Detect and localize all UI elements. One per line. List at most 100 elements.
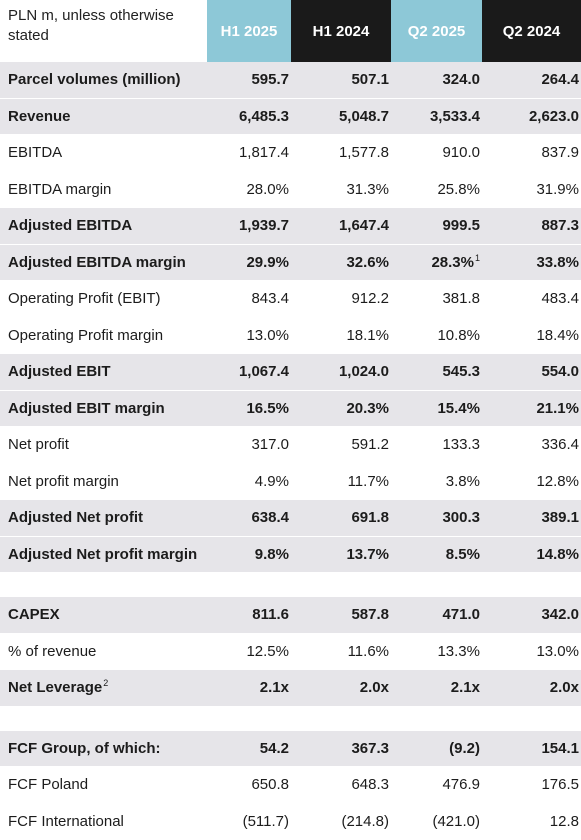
cell-value: 912.2 [351,290,389,308]
cell-q2-2025: 3,533.4 [391,98,482,135]
cell-h1-2024: 691.8 [291,499,391,537]
cell-q2-2024: 176.5 [482,766,581,804]
cell-h1-2024: 2.0x [291,669,391,707]
cell-value: 5,048.7 [338,107,389,125]
table-row: FCF Poland 650.8 648.3 476.9 176.5 [0,766,581,804]
cell-value: 10.8% [437,326,480,344]
cell-value: 1,577.8 [338,144,389,162]
cell-q2-2025: 25.8% [391,171,482,208]
cell-value: 367.3 [351,739,389,757]
table-row: Adjusted EBIT 1,067.4 1,024.0 545.3 554.0 [0,353,581,391]
cell-value: 2.1x [450,679,480,697]
cell-value: 2.0x [549,679,579,697]
table-row: EBITDA 1,817.4 1,577.8 910.0 837.9 [0,134,581,172]
row-label-text: CAPEX [8,606,60,624]
row-label: Revenue [0,98,207,135]
cell-value: 12.8 [549,812,579,830]
row-label-text: Net Leverage [8,679,103,697]
cell-value: 887.3 [541,217,579,235]
cell-q2-2024: 12.8% [482,463,581,500]
row-label-text: % of revenue [8,642,97,660]
cell-value: 324.0 [442,71,480,89]
cell-h1-2025: 13.0% [207,317,291,354]
cell-value: 154.1 [541,739,579,757]
cell-value: 342.0 [541,606,579,624]
cell-h1-2024: 507.1 [291,62,391,99]
cell-value: 587.8 [351,606,389,624]
cell-value: 1,647.4 [338,217,389,235]
cell-value: 6,485.3 [238,107,289,125]
cell-value: 2.0x [359,679,389,697]
cell-value: 476.9 [442,776,480,794]
cell-value: 54.2 [259,739,289,757]
row-label: FCF International [0,803,207,840]
cell-value: 13.0% [536,642,579,660]
cell-value: 336.4 [541,436,579,454]
cell-h1-2025: 54.2 [207,730,291,767]
cell-value: 20.3% [346,399,389,417]
cell-h1-2024: 591.2 [291,426,391,464]
cell-q2-2025: 381.8 [391,280,482,318]
row-label: Net profit margin [0,463,207,500]
cell-value: 14.8% [536,545,579,563]
cell-q2-2024: 154.1 [482,730,581,767]
cell-h1-2025: 4.9% [207,463,291,500]
cell-q2-2024: 389.1 [482,499,581,537]
header-row: PLN m, unless otherwise stated H1 2025 H… [0,0,581,62]
cell-q2-2024: 33.8% [482,244,581,281]
cell-value: 4.9% [254,472,289,490]
cell-h1-2024: 5,048.7 [291,98,391,135]
cell-value: 28.3% [431,253,474,271]
cell-q2-2025: 3.8% [391,463,482,500]
table-row: Revenue 6,485.3 5,048.7 3,533.4 2,623.0 [0,98,581,135]
row-label-text: Net profit margin [8,472,119,490]
row-label: FCF Group, of which: [0,730,207,767]
cell-h1-2024: 912.2 [291,280,391,318]
cell-q2-2024: 21.1% [482,390,581,427]
cell-q2-2024: 342.0 [482,597,581,634]
cell-value: 16.5% [246,399,289,417]
cell-q2-2025: 10.8% [391,317,482,354]
cell-h1-2024: 648.3 [291,766,391,804]
cell-q2-2025: 28.3%1 [391,244,482,281]
cell-value: 381.8 [442,290,480,308]
cell-h1-2024: 1,024.0 [291,353,391,391]
cell-h1-2024: 587.8 [291,597,391,634]
cell-value: 648.3 [351,776,389,794]
cell-value: 638.4 [251,509,289,527]
column-header-q2-2025: Q2 2025 [391,0,482,62]
cell-value: 18.1% [346,326,389,344]
cell-q2-2024: 2,623.0 [482,98,581,135]
cell-h1-2025: 6,485.3 [207,98,291,135]
cell-q2-2025: (421.0) [391,803,482,840]
cell-h1-2024: 31.3% [291,171,391,208]
table-row: EBITDA margin 28.0% 31.3% 25.8% 31.9% [0,171,581,208]
row-label-text: Adjusted Net profit [8,509,143,527]
cell-value: 471.0 [442,606,480,624]
row-label-text: Adjusted EBIT [8,363,111,381]
cell-value: 13.0% [246,326,289,344]
cell-value: 1,024.0 [338,363,389,381]
cell-value: 811.6 [252,606,289,624]
cell-q2-2024: 483.4 [482,280,581,318]
cell-h1-2025: 317.0 [207,426,291,464]
cell-value: 28.0% [246,180,289,198]
cell-q2-2024: 887.3 [482,207,581,245]
column-header-q2-2024: Q2 2024 [482,0,581,62]
row-label: EBITDA [0,134,207,172]
cell-value: 545.3 [442,363,480,381]
cell-h1-2025: 1,067.4 [207,353,291,391]
column-header-h1-2025: H1 2025 [207,0,291,62]
cell-value: (421.0) [432,812,480,830]
cell-h1-2025: 595.7 [207,62,291,99]
cell-h1-2024: 1,647.4 [291,207,391,245]
cell-value: 3.8% [445,472,480,490]
row-label-text: Operating Profit margin [8,326,164,344]
cell-value: 650.8 [251,776,289,794]
cell-h1-2025: 29.9% [207,244,291,281]
cell-value: 2.1x [259,679,289,697]
column-header-h1-2024: H1 2024 [291,0,391,62]
row-label: Adjusted EBIT margin [0,390,207,427]
table-row: Operating Profit (EBIT) 843.4 912.2 381.8 48… [0,280,581,318]
row-label: FCF Poland [0,766,207,804]
